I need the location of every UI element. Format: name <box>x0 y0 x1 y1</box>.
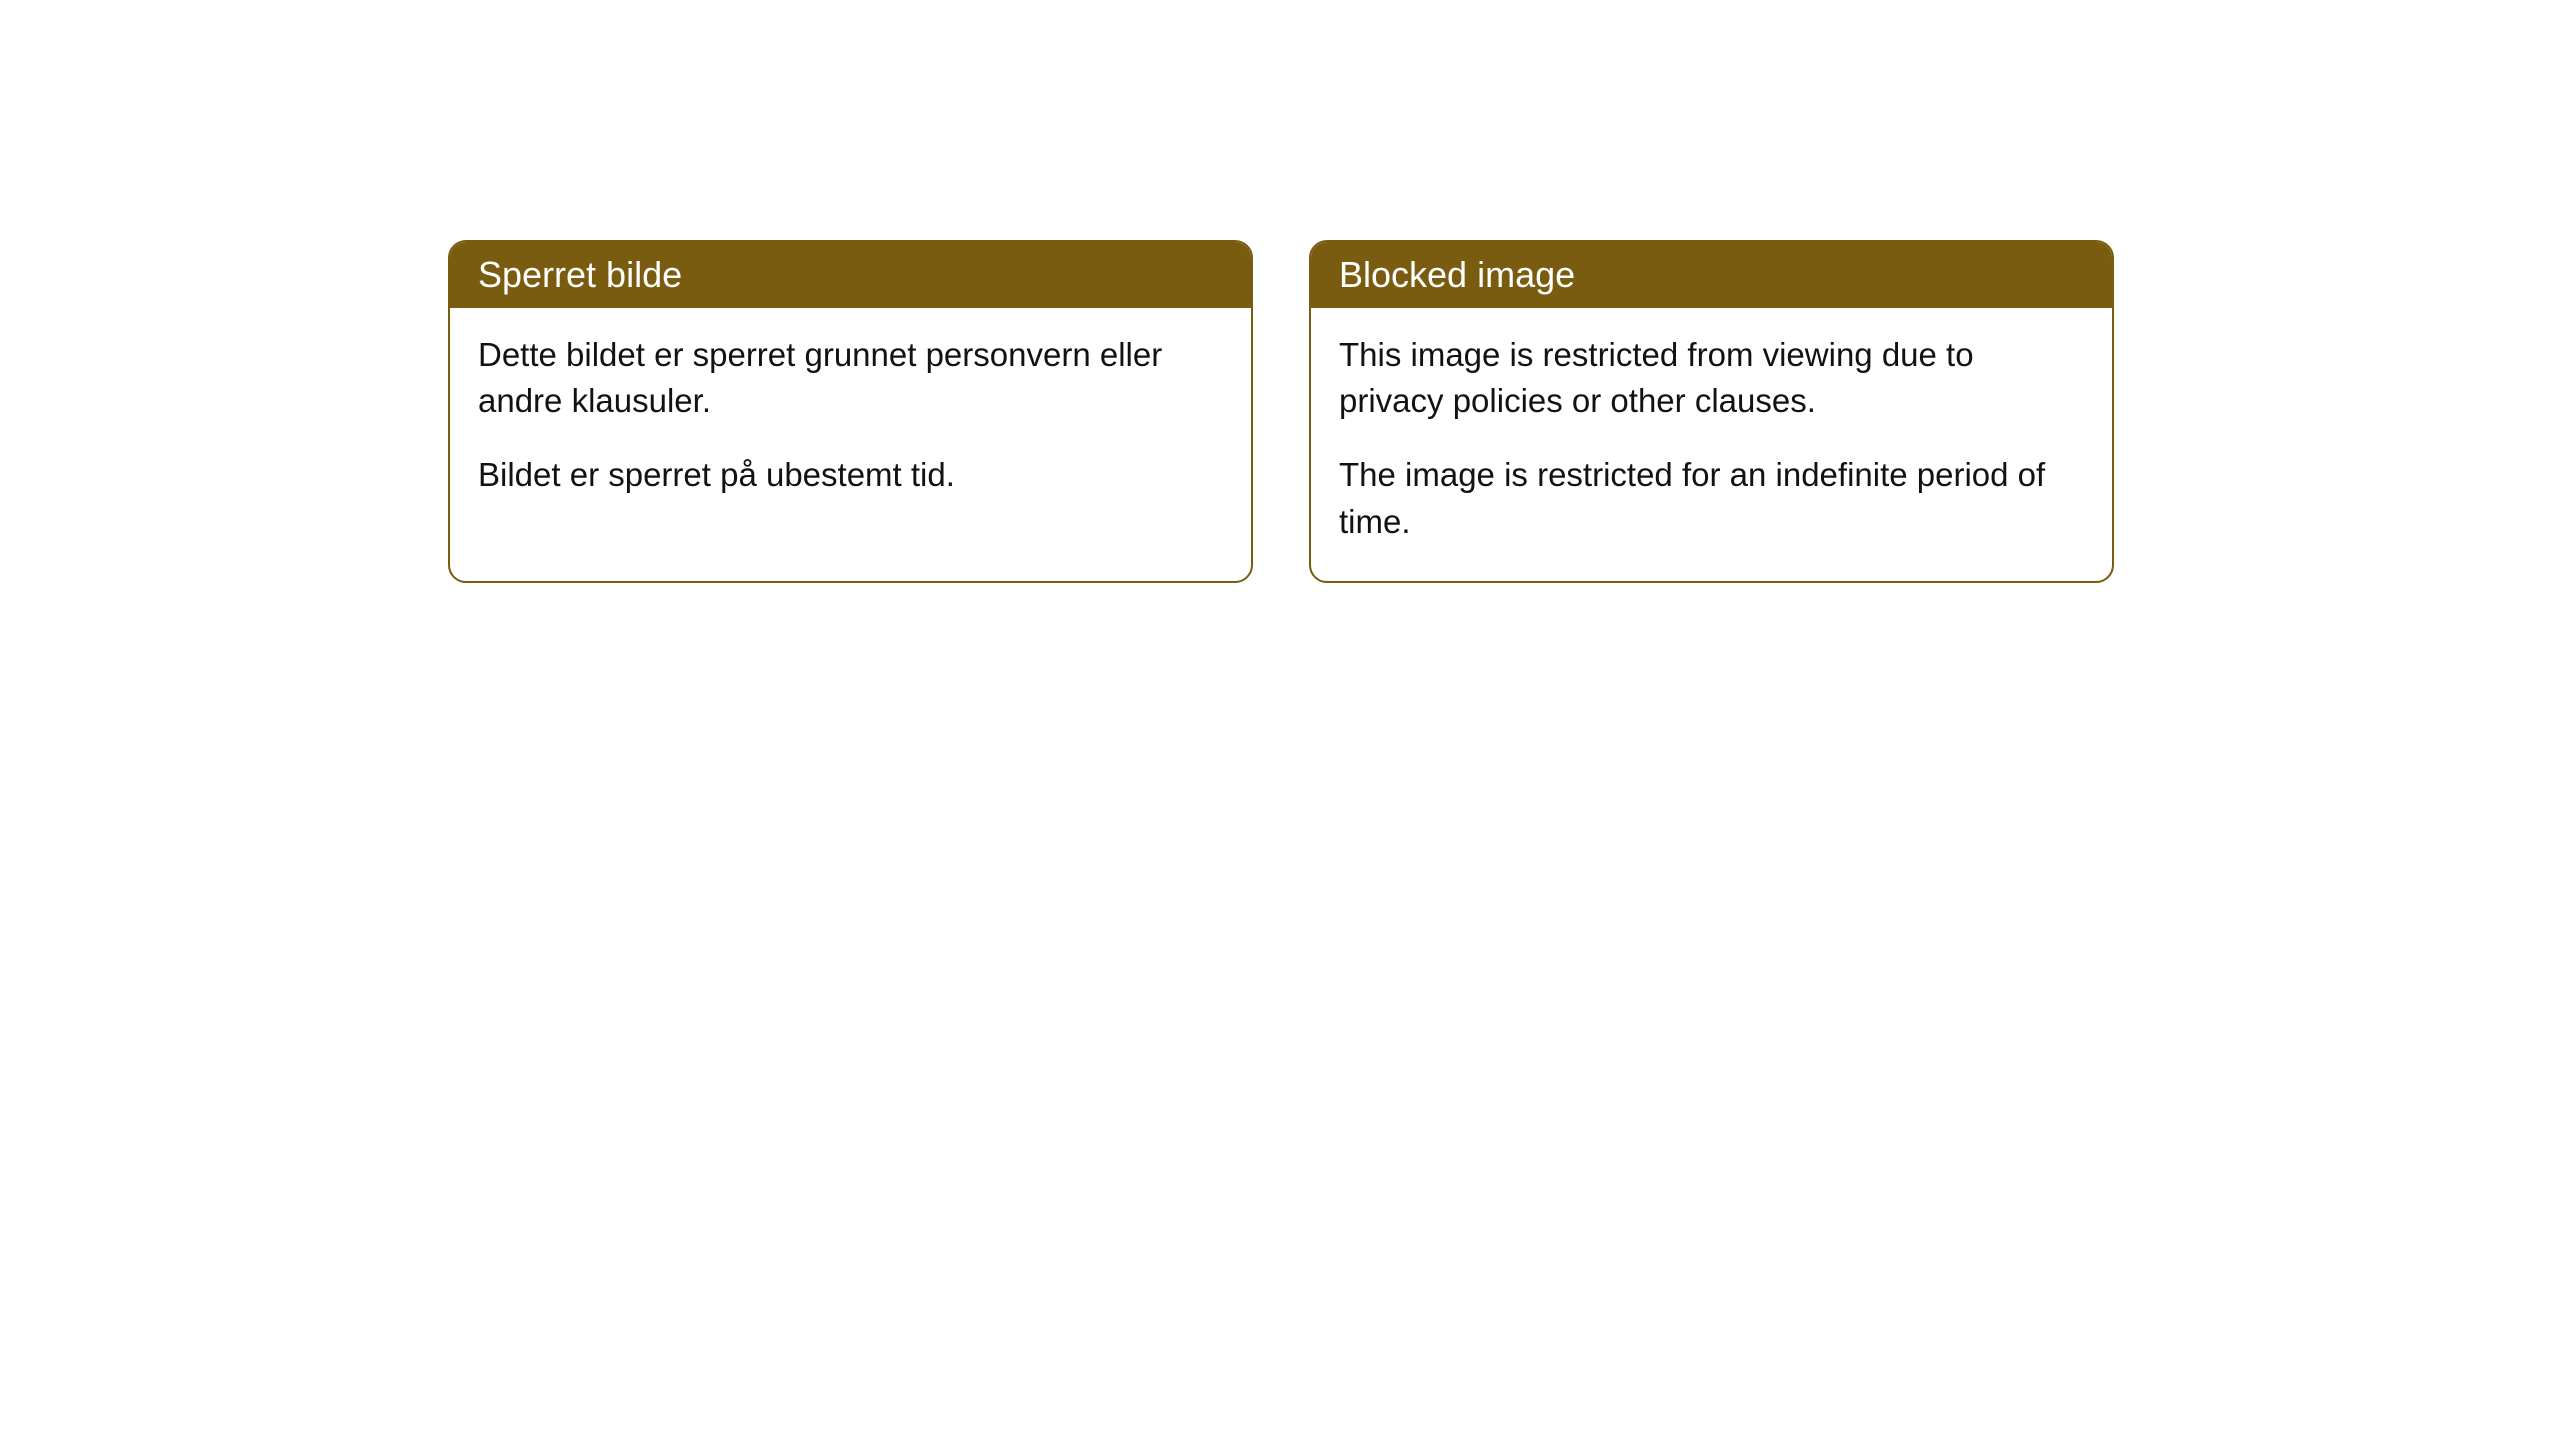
card-title: Sperret bilde <box>478 254 682 295</box>
card-header-english: Blocked image <box>1311 242 2112 308</box>
notice-text-line-2: The image is restricted for an indefinit… <box>1339 452 2084 544</box>
notice-card-norwegian: Sperret bilde Dette bildet er sperret gr… <box>448 240 1253 583</box>
notice-cards-container: Sperret bilde Dette bildet er sperret gr… <box>448 240 2560 583</box>
card-title: Blocked image <box>1339 254 1575 295</box>
notice-text-line-2: Bildet er sperret på ubestemt tid. <box>478 452 1223 498</box>
card-body-english: This image is restricted from viewing du… <box>1311 308 2112 581</box>
card-header-norwegian: Sperret bilde <box>450 242 1251 308</box>
notice-text-line-1: This image is restricted from viewing du… <box>1339 332 2084 424</box>
notice-text-line-1: Dette bildet er sperret grunnet personve… <box>478 332 1223 424</box>
notice-card-english: Blocked image This image is restricted f… <box>1309 240 2114 583</box>
card-body-norwegian: Dette bildet er sperret grunnet personve… <box>450 308 1251 535</box>
